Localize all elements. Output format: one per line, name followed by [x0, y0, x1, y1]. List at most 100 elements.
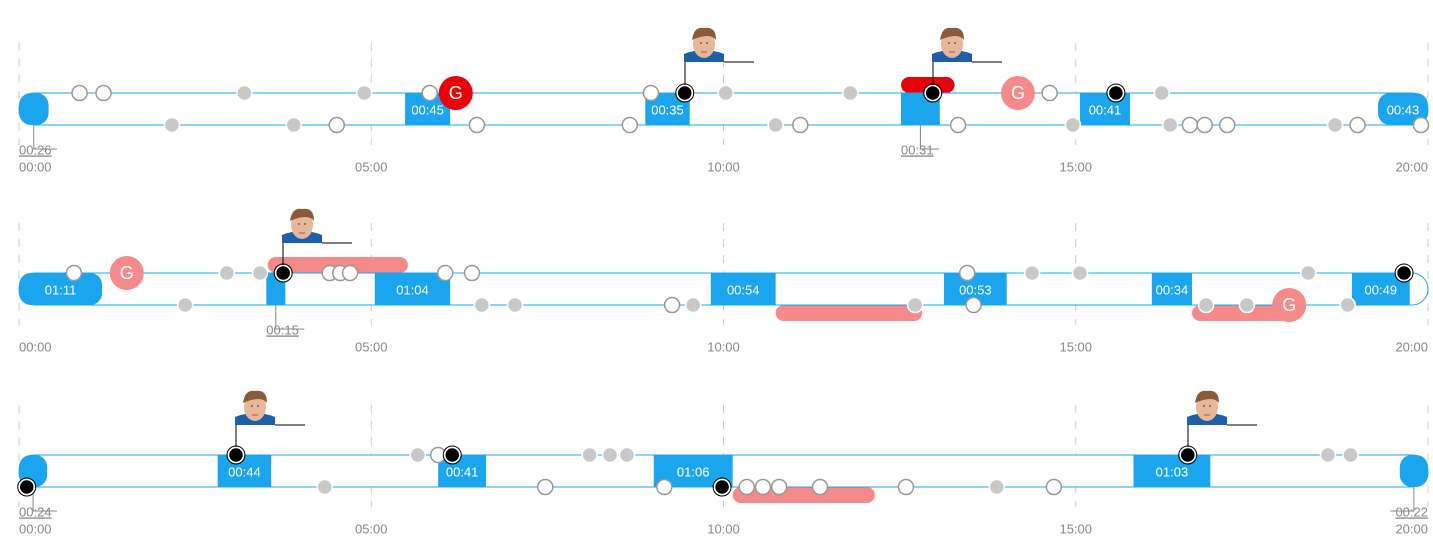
event	[767, 116, 784, 134]
event	[1319, 446, 1337, 464]
event	[95, 84, 112, 102]
event-ring	[442, 445, 462, 465]
shift-duration: 01:04	[396, 282, 429, 297]
event	[792, 116, 809, 134]
shift-duration: 00:54	[727, 282, 760, 297]
event	[1342, 446, 1359, 464]
shift-duration: 00:41	[446, 464, 479, 479]
x-tick-label: 05:00	[355, 521, 388, 536]
shift	[19, 273, 103, 305]
event-ring	[712, 477, 732, 497]
event	[1041, 84, 1058, 102]
x-tick-label: 00:00	[19, 521, 52, 536]
event	[1326, 116, 1344, 134]
event	[65, 264, 83, 282]
event	[1181, 116, 1199, 134]
shift	[374, 273, 451, 305]
event	[988, 478, 1006, 496]
x-tick-label: 05:00	[355, 339, 388, 354]
event	[218, 264, 236, 282]
event	[1064, 116, 1082, 134]
event	[621, 116, 639, 134]
event	[1196, 116, 1213, 134]
event	[1107, 84, 1125, 102]
shift	[217, 455, 272, 487]
penalty-bar	[267, 257, 408, 273]
event	[436, 264, 454, 282]
goal	[438, 76, 473, 110]
x-tick-label: 15:00	[1059, 521, 1092, 536]
x-tick-label: 20:00	[1395, 339, 1428, 354]
event	[163, 116, 181, 134]
shift	[1133, 455, 1211, 487]
event	[811, 478, 829, 496]
shift	[1399, 455, 1428, 487]
event	[663, 296, 681, 314]
shift-bracket	[1390, 487, 1415, 512]
event	[1339, 296, 1356, 314]
shift-duration: 00:41	[1089, 102, 1122, 117]
event-ring	[1106, 83, 1126, 103]
event	[1349, 116, 1366, 134]
player-photos	[232, 27, 1258, 447]
shift-bracket	[275, 305, 305, 330]
event	[713, 478, 731, 496]
x-tick-label: 15:00	[1059, 159, 1092, 174]
event	[924, 84, 941, 102]
shift-duration: 00:35	[651, 102, 684, 117]
event	[409, 446, 426, 464]
goal-label: G	[449, 83, 463, 103]
event	[1218, 116, 1236, 134]
shift-duration: 01:11	[45, 282, 77, 297]
shift-duration: 00:31	[901, 142, 934, 157]
event	[1023, 264, 1041, 282]
event	[421, 84, 438, 102]
event	[177, 296, 194, 314]
event	[1412, 116, 1430, 134]
event	[738, 478, 755, 496]
x-tick-label: 15:00	[1059, 339, 1092, 354]
event	[959, 264, 976, 282]
event	[965, 296, 982, 314]
shift-duration: 00:34	[1156, 282, 1189, 297]
event	[1153, 84, 1170, 102]
event	[1045, 478, 1063, 496]
event	[1071, 264, 1089, 282]
event	[463, 264, 481, 282]
shift-duration: 00:49	[1365, 282, 1398, 297]
event	[770, 478, 788, 496]
event	[468, 116, 486, 134]
event	[251, 264, 269, 282]
event-ring	[1394, 263, 1414, 283]
shift-duration: 00:43	[1387, 102, 1420, 117]
goal-label: G	[1282, 295, 1296, 315]
shift-duration: 00:26	[19, 142, 52, 157]
event	[444, 446, 461, 464]
shift-bracket	[32, 487, 57, 512]
event-ring	[17, 477, 37, 497]
event	[285, 116, 303, 134]
shift-bracket	[919, 125, 940, 150]
event	[618, 446, 636, 464]
event	[506, 296, 524, 314]
event	[754, 478, 772, 496]
shift	[19, 93, 49, 125]
shift-bracket	[33, 125, 57, 150]
event	[236, 84, 253, 102]
shift-duration: 00:22	[1395, 504, 1428, 519]
event	[684, 296, 702, 314]
x-tick-label: 00:00	[19, 339, 52, 354]
penalty-bar	[775, 305, 923, 321]
event	[642, 84, 660, 102]
event	[328, 116, 345, 134]
goal	[1000, 76, 1035, 110]
event	[656, 478, 673, 496]
x-tick-label: 10:00	[707, 159, 740, 174]
event	[906, 296, 924, 314]
goal	[1272, 288, 1307, 322]
event	[316, 478, 334, 496]
event	[1161, 116, 1179, 134]
event	[601, 446, 619, 464]
goal-label: G	[1011, 83, 1025, 103]
